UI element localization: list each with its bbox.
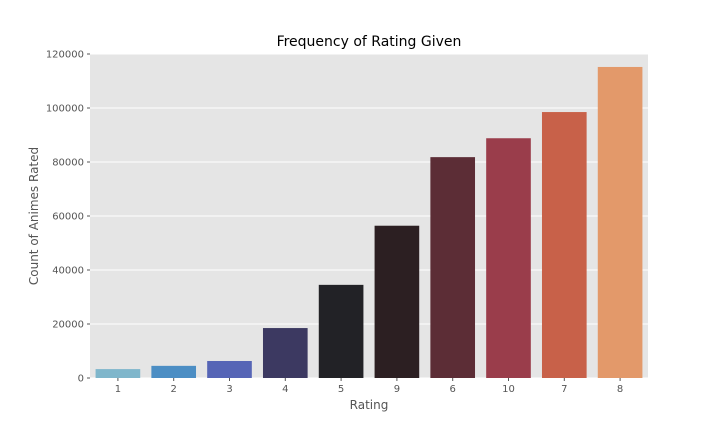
x-tick-label: 1 bbox=[115, 384, 121, 395]
bar-rating-1 bbox=[95, 369, 141, 378]
x-axis-label: Rating bbox=[350, 398, 389, 412]
y-tick-label: 20000 bbox=[52, 320, 84, 331]
bar-rating-4 bbox=[262, 328, 308, 378]
bar-rating-2 bbox=[151, 365, 197, 378]
y-axis-ticks: 0 20000 40000 60000 80000 100000 120000 bbox=[46, 50, 90, 385]
bars bbox=[95, 66, 643, 379]
chart-title: Frequency of Rating Given bbox=[277, 34, 462, 50]
x-tick-label: 9 bbox=[394, 384, 400, 395]
x-tick-label: 10 bbox=[502, 384, 515, 395]
x-tick-label: 8 bbox=[617, 384, 623, 395]
y-axis-label: Count of Animes Rated bbox=[27, 147, 41, 285]
y-tick-label: 0 bbox=[78, 374, 84, 385]
x-axis-ticks: 1 2 3 4 5 9 6 10 7 8 bbox=[115, 378, 623, 395]
bar-rating-7 bbox=[541, 112, 587, 379]
y-tick-label: 60000 bbox=[52, 212, 84, 223]
y-tick-label: 80000 bbox=[52, 158, 84, 169]
x-tick-label: 7 bbox=[561, 384, 567, 395]
bar-rating-5 bbox=[318, 284, 364, 378]
bar-rating-3 bbox=[207, 360, 252, 378]
x-tick-label: 2 bbox=[171, 384, 177, 395]
bar-rating-6 bbox=[430, 157, 476, 378]
y-tick-label: 100000 bbox=[46, 104, 84, 115]
x-tick-label: 6 bbox=[450, 384, 456, 395]
x-tick-label: 3 bbox=[226, 384, 232, 395]
x-tick-label: 4 bbox=[282, 384, 288, 395]
y-tick-label: 40000 bbox=[52, 266, 84, 277]
y-tick-label: 120000 bbox=[46, 50, 84, 61]
x-tick-label: 5 bbox=[338, 384, 344, 395]
bar-rating-9 bbox=[374, 225, 420, 378]
bar-rating-8 bbox=[597, 66, 643, 379]
bar-rating-10 bbox=[486, 138, 531, 378]
